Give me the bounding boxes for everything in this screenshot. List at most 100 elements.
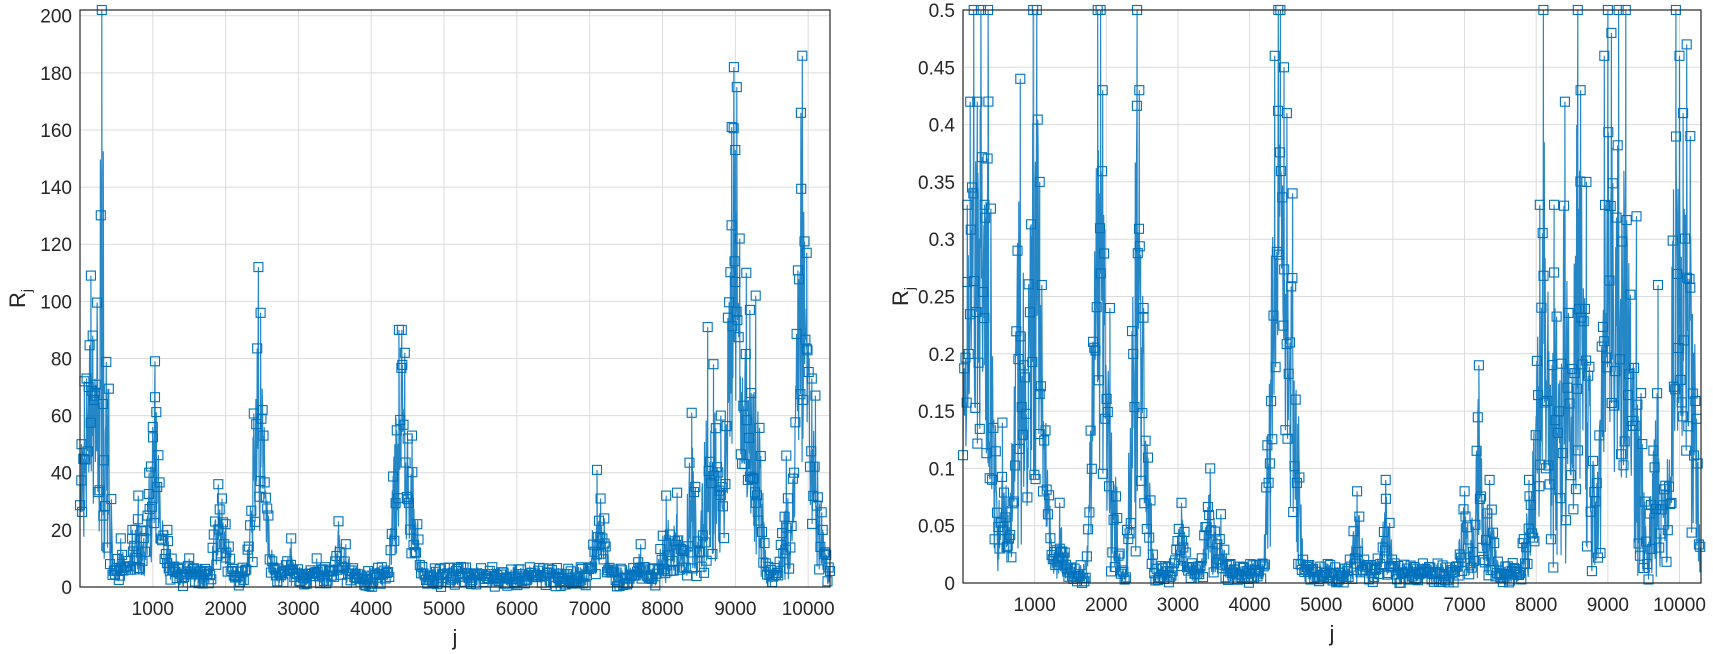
right-data-point-marker [966, 182, 978, 193]
right-data-point-marker [1123, 534, 1134, 545]
right-y-axis-label-main: R [888, 290, 913, 306]
right-data-point-marker [1194, 569, 1205, 580]
left-data-point-marker [728, 62, 739, 73]
right-data-point-marker [1523, 474, 1535, 485]
right-x-tick-label: 1000 [1014, 595, 1056, 616]
left-data-point-marker [380, 573, 391, 584]
left-data-point-marker [684, 457, 695, 468]
left-data-point-marker [210, 516, 221, 527]
right-data-point-marker [1281, 339, 1292, 350]
right-data-point-marker [1594, 430, 1605, 441]
left-data-point-marker [707, 548, 718, 560]
left-data-point-marker [255, 307, 266, 318]
right-data-point-marker [1179, 526, 1190, 537]
right-data-point-marker [1478, 554, 1489, 566]
left-data-point-marker [267, 556, 278, 567]
left-data-point-marker [630, 570, 641, 581]
right-data-point-marker [1537, 228, 1548, 239]
right-data-point-marker [1264, 458, 1275, 469]
right-data-point-marker [1595, 548, 1606, 559]
left-data-point-marker [198, 567, 209, 578]
left-data-point-marker [744, 471, 756, 482]
left-data-point-marker [669, 536, 680, 547]
left-data-point-marker [772, 567, 783, 578]
right-data-point-marker [1690, 395, 1701, 407]
right-data-point-marker [1273, 249, 1284, 260]
right-data-point-marker [1484, 474, 1495, 485]
left-chart-panel: 1000 2000 3000 4000 5000 6000 7000 8000 9000 1000… [5, 4, 836, 650]
right-data-point-marker [1167, 566, 1178, 577]
left-data-point-marker [690, 481, 701, 492]
left-x-tick-label: 1000 [132, 599, 174, 620]
right-data-point-marker [1534, 199, 1545, 210]
right-data-point-marker [1578, 316, 1589, 327]
left-data-point-marker [794, 274, 805, 285]
left-data-point-marker [301, 578, 312, 589]
right-data-point-marker [1521, 542, 1532, 553]
right-y-tick-label: 0.4 [929, 116, 956, 137]
right-data-point-marker [1652, 279, 1664, 291]
right-data-point-marker [970, 402, 981, 413]
left-data-point-marker [337, 561, 348, 572]
right-data-point-marker [1170, 555, 1181, 566]
left-data-point-marker [340, 539, 351, 550]
left-data-point-marker [203, 578, 214, 589]
left-data-point-marker [753, 515, 764, 526]
left-data-point-marker [672, 487, 683, 498]
right-data-point-marker [1093, 375, 1104, 386]
left-data-point-marker [94, 485, 105, 496]
left-data-point-marker [185, 566, 196, 577]
right-data-point-marker [1030, 474, 1041, 485]
left-data-point-marker [750, 497, 761, 508]
right-data-point-marker [1145, 495, 1156, 506]
right-data-point-marker [1551, 311, 1562, 322]
left-data-point-marker [413, 534, 424, 545]
left-data-point-marker [725, 267, 736, 278]
right-data-point-marker [1277, 192, 1288, 203]
right-data-point-marker [1557, 448, 1568, 459]
right-data-point-marker [1275, 147, 1286, 158]
right-y-axis-label-subscript: j [901, 287, 917, 291]
left-data-point-marker [223, 541, 234, 552]
left-data-point-marker [779, 511, 790, 522]
right-data-point-marker [1291, 477, 1302, 488]
right-data-point-marker [1606, 397, 1617, 409]
left-data-point-marker [719, 533, 730, 544]
right-data-point-marker [1271, 246, 1282, 257]
right-data-point-marker [1057, 546, 1068, 557]
right-data-point-marker [1675, 374, 1686, 385]
right-data-point-marker [1460, 511, 1471, 522]
left-y-tick-label: 60 [51, 407, 72, 428]
left-data-point-marker [689, 487, 700, 498]
left-data-point-marker [600, 541, 611, 552]
right-data-point-marker [1538, 270, 1549, 281]
left-data-point-marker [138, 533, 149, 544]
right-data-point-marker [1686, 527, 1697, 538]
left-y-tick-label: 100 [40, 292, 72, 313]
left-data-point-marker [333, 516, 344, 527]
right-data-point-marker [1531, 355, 1542, 366]
right-data-point-marker [1670, 384, 1681, 395]
right-data-point-marker [1322, 558, 1333, 570]
right-x-tick-label: 3000 [1157, 595, 1199, 616]
left-y-tick-label: 200 [40, 7, 72, 28]
left-data-point-marker [686, 407, 697, 418]
right-data-point-marker [1081, 551, 1092, 562]
right-data-point-marker [1588, 455, 1599, 466]
left-data-point-marker [139, 546, 151, 557]
right-data-point-marker [969, 275, 980, 287]
left-data-point-marker [789, 467, 800, 478]
right-data-point-marker [985, 203, 996, 214]
right-data-point-marker [1095, 268, 1106, 279]
right-data-point-marker [1097, 468, 1108, 479]
right-data-point-marker [974, 423, 985, 434]
left-data-point-marker [237, 562, 248, 573]
left-data-point-marker [697, 530, 708, 541]
left-data-point-marker [93, 487, 104, 498]
left-data-point-marker [398, 419, 409, 430]
right-data-point-marker [961, 397, 972, 408]
left-data-point-marker [801, 343, 812, 354]
right-data-point-marker [1258, 561, 1269, 572]
right-data-point-marker [1034, 176, 1045, 187]
